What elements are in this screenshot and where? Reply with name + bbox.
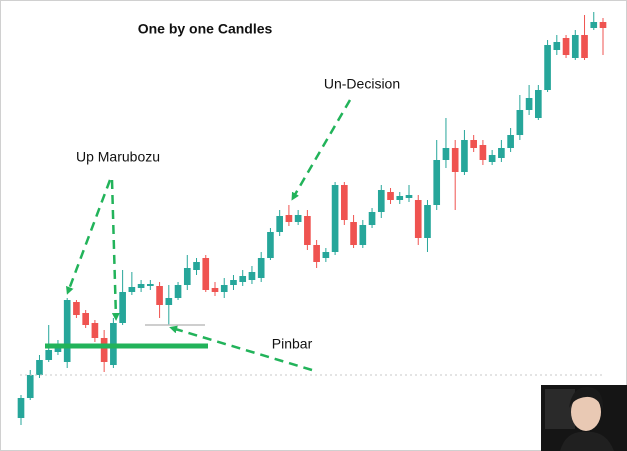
candle-body <box>100 338 108 362</box>
candle-body <box>17 398 25 418</box>
candle-body <box>377 190 385 212</box>
candle-body <box>507 135 514 148</box>
candle-body <box>516 110 524 135</box>
plot-area <box>17 12 607 425</box>
candle-body <box>45 350 53 360</box>
candle-body <box>239 276 247 282</box>
candle-body <box>479 145 487 160</box>
candle-body <box>498 148 505 158</box>
candle-body <box>267 232 274 258</box>
candle-body <box>424 205 431 238</box>
candle-body <box>488 155 496 162</box>
candle-body <box>396 196 404 200</box>
candle-body <box>36 360 43 375</box>
arrow <box>66 179 112 295</box>
candle-body <box>156 286 163 305</box>
candle-body <box>147 284 154 286</box>
candle-body <box>442 148 450 160</box>
webcam <box>541 385 627 451</box>
candle-body <box>183 268 191 285</box>
candle-body <box>211 288 219 292</box>
candle-body <box>91 323 99 338</box>
candle-body <box>165 298 173 305</box>
candle-body <box>128 287 136 292</box>
candle-body <box>202 258 210 290</box>
candle-body <box>341 185 348 220</box>
candle-body <box>26 375 34 398</box>
arrow <box>291 99 352 201</box>
candle-body <box>54 348 62 352</box>
candle-body <box>359 225 367 245</box>
candle-body <box>137 284 145 288</box>
candle-body <box>571 35 579 58</box>
candle-body <box>581 35 588 58</box>
annotation: Pinbar <box>272 336 313 352</box>
candle-body <box>276 216 283 232</box>
candle-body <box>562 38 570 55</box>
candle-body <box>322 252 330 258</box>
candle-body <box>285 215 293 222</box>
candle-body <box>294 215 302 222</box>
candle-body <box>590 22 598 28</box>
candle-body <box>405 195 413 198</box>
candle-body <box>331 185 339 252</box>
candle-body <box>119 292 126 323</box>
annotation: Un-Decision <box>324 76 400 92</box>
candle-body <box>525 98 533 110</box>
candle-body <box>82 313 89 325</box>
candle-body <box>193 262 200 270</box>
candle-body <box>220 285 228 292</box>
candle-body <box>73 302 80 315</box>
candle-body <box>304 216 311 245</box>
candle-body <box>544 45 551 90</box>
candle-body <box>535 90 542 118</box>
candle-body <box>174 285 182 298</box>
candle-body <box>553 42 561 50</box>
arrow <box>110 179 120 321</box>
chart-title: One by one Candles <box>138 21 273 37</box>
candle-body <box>387 192 394 200</box>
candle-body <box>414 200 422 238</box>
candle-body <box>313 245 320 262</box>
candle-body <box>451 148 459 172</box>
candle-body <box>63 300 71 362</box>
candle-body <box>368 212 376 225</box>
annotation: Up Marubozu <box>76 149 160 165</box>
candle-body <box>257 258 265 278</box>
arrow <box>169 325 313 372</box>
candle-body <box>433 160 441 205</box>
candle-body <box>599 22 607 28</box>
candle-body <box>230 280 237 285</box>
candle-body <box>470 140 477 148</box>
candle-body <box>350 222 357 245</box>
candle-body <box>248 272 256 280</box>
candle-body <box>461 140 468 172</box>
